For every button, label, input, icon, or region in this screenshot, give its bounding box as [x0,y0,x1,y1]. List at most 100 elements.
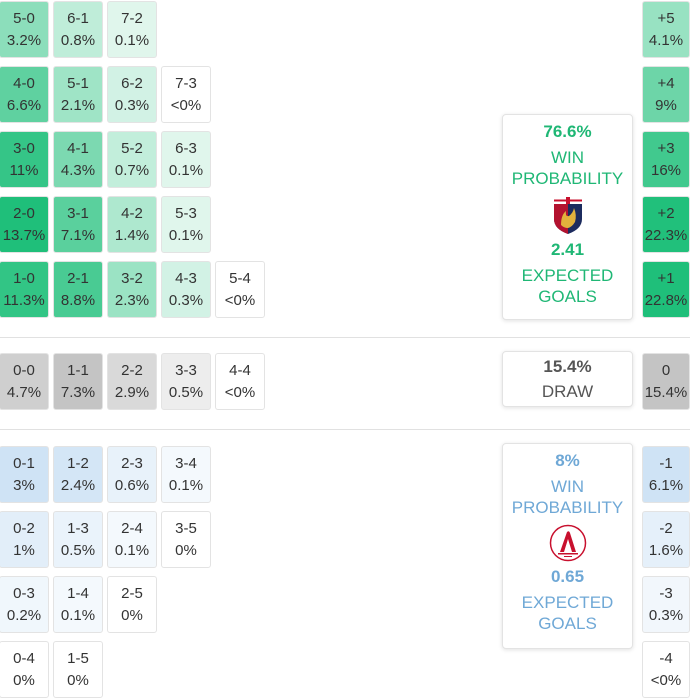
away-win-cell: 2-3 0.6% [107,446,157,503]
home-margin-cell-label: +4 [657,74,675,92]
draw-margin-cell: 0 15.4% [642,353,690,410]
draw-cell: 3-3 0.5% [161,353,211,410]
home-win-cell-probability: 0.3% [114,96,150,114]
home-win-cell-label: 5-2 [121,139,143,157]
away-win-cell-probability: 2.4% [60,476,96,494]
home-win-cell-label: 5-0 [13,9,35,27]
draw-cell-label: 2-2 [121,361,143,379]
draw-card: 15.4% DRAW [502,351,633,407]
home-margin-cell-probability: 22.8% [644,291,688,309]
home-win-cell-probability: 0.1% [168,226,204,244]
home-win-cell: 5-3 0.1% [161,196,211,253]
away-win-cell-probability: 0.6% [114,476,150,494]
home-win-cell-probability: 0.1% [168,161,204,179]
away-win-cell-probability: 0.2% [6,606,42,624]
away-margin-cell-probability: 1.6% [648,541,684,559]
away-win-cell-probability: 0% [121,606,143,624]
home-margin-cell-probability: 9% [655,96,677,114]
away-win-cell: 2-5 0% [107,576,157,633]
home-win-cell: 7-2 0.1% [107,1,157,58]
draw-cell-label: 3-3 [175,361,197,379]
home-win-cell-label: 6-1 [67,9,89,27]
home-goals-label: GOALS [538,287,597,306]
home-win-cell: 7-3 <0% [161,66,211,123]
away-win-probability: 8% [555,451,580,470]
home-win-cell-probability: 11% [9,161,39,179]
home-win-cell: 4-0 6.6% [0,66,49,123]
home-win-cell-label: 5-3 [175,204,197,222]
away-margin-cell: -4 <0% [642,641,690,698]
home-win-cell: 4-1 4.3% [53,131,103,188]
away-win-cell-label: 3-5 [175,519,197,537]
home-margin-cell: +4 9% [642,66,690,123]
home-expected-goals: 2.41 [550,240,585,259]
home-win-cell: 4-2 1.4% [107,196,157,253]
away-margin-cell-probability: 6.1% [648,476,684,494]
draw-cell-label: 1-1 [67,361,89,379]
home-win-cell: 5-0 3.2% [0,1,49,58]
draw-cell-probability: <0% [224,383,256,401]
away-probability-label: PROBABILITY [511,498,624,517]
away-win-cell-label: 2-5 [121,584,143,602]
away-win-cell: 1-2 2.4% [53,446,103,503]
away-win-cell-label: 0-4 [13,649,35,667]
away-margin-cell-probability: 0.3% [648,606,684,624]
home-win-cell-probability: 6.6% [6,96,42,114]
away-expected-label: EXPECTED [521,593,614,612]
draw-cell-label: 0-0 [13,361,35,379]
home-win-cell-probability: 11.3% [3,291,45,309]
home-win-cell-probability: 13.7% [2,226,46,244]
home-probability-label: PROBABILITY [511,169,624,188]
away-win-cell: 0-1 3% [0,446,49,503]
home-team-crest-icon [553,197,582,234]
draw-margin-cell-label: 0 [661,361,671,379]
home-win-cell-probability: 2.3% [114,291,150,309]
home-margin-cell: +1 22.8% [642,261,690,318]
home-win-cell-probability: 2.1% [60,96,96,114]
home-win-cell: 6-3 0.1% [161,131,211,188]
home-win-cell-label: 1-0 [13,269,35,287]
away-margin-cell-label: -2 [659,519,673,537]
away-win-cell-label: 2-3 [121,454,143,472]
home-win-cell: 5-4 <0% [215,261,265,318]
away-win-cell-label: 2-4 [121,519,143,537]
away-win-card: 8% WIN PROBABILITY 0.65 EXPECTED GOALS [502,443,633,649]
draw-away-divider [0,429,690,430]
home-win-cell: 6-2 0.3% [107,66,157,123]
away-win-cell-probability: 0.1% [114,541,150,559]
away-margin-cell: -2 1.6% [642,511,690,568]
away-win-cell-probability: 0.5% [60,541,96,559]
away-win-cell-probability: 0.1% [168,476,204,494]
home-win-cell-probability: 3.2% [6,31,42,49]
draw-margin-cell-probability: 15.4% [644,383,688,401]
away-win-cell-probability: 1% [13,541,35,559]
away-win-cell-probability: 0% [175,541,197,559]
draw-probability: 15.4% [543,357,592,376]
away-margin-cell-label: -4 [659,649,673,667]
home-win-cell: 5-2 0.7% [107,131,157,188]
away-win-cell-label: 1-4 [67,584,89,602]
home-win-cell-label: 7-3 [175,74,197,92]
home-win-cell-label: 4-1 [67,139,89,157]
home-win-cell-probability: 0.1% [114,31,150,49]
home-win-cell: 5-1 2.1% [53,66,103,123]
home-win-cell-probability: 8.8% [60,291,96,309]
draw-cell-probability: 7.3% [60,383,96,401]
away-margin-cell-label: -1 [659,454,673,472]
home-win-cell-label: 4-0 [13,74,35,92]
away-win-cell-label: 1-5 [67,649,89,667]
home-win-cell-label: 2-1 [67,269,89,287]
away-win-cell-probability: 0% [67,671,89,689]
away-win-cell-label: 0-3 [13,584,35,602]
draw-cell-label: 4-4 [229,361,251,379]
draw-label: DRAW [541,382,594,401]
away-win-cell: 1-5 0% [53,641,103,698]
home-win-cell-probability: 4.3% [60,161,96,179]
away-win-cell: 0-2 1% [0,511,49,568]
draw-cell-probability: 0.5% [168,383,204,401]
home-win-cell-label: 4-2 [121,204,143,222]
draw-cell: 0-0 4.7% [0,353,49,410]
draw-cell-probability: 2.9% [114,383,150,401]
home-margin-cell-probability: 22.3% [644,226,688,244]
home-win-cell: 4-3 0.3% [161,261,211,318]
